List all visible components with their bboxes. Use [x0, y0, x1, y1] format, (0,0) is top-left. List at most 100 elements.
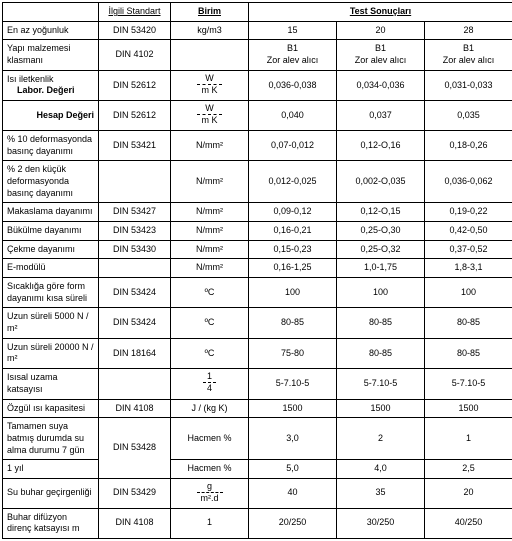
label: Hesap Değeri — [3, 101, 99, 131]
unit: N/mm² — [171, 240, 249, 259]
val-1: 0,040 — [249, 101, 337, 131]
val-1: 3,0 — [249, 418, 337, 460]
val-2: B1Zor alev alıcı — [337, 40, 425, 70]
col-standard: İlgili Standart — [99, 3, 171, 22]
label: Isı iletkenlik Labor. Değeri — [3, 70, 99, 100]
unit: N/mm² — [171, 161, 249, 203]
val-2: 0,12-O,15 — [337, 203, 425, 222]
label: Uzun süreli 5000 N / m² — [3, 308, 99, 338]
label: Sıcaklığa göre form dayanımı kısa süreli — [3, 278, 99, 308]
unit: Hacmen % — [171, 460, 249, 479]
val-3: 2,5 — [425, 460, 512, 479]
val-3: 1 — [425, 418, 512, 460]
label: Makaslama dayanımı — [3, 203, 99, 222]
val-1: 40 — [249, 478, 337, 508]
val-3: 0,18-0,26 — [425, 130, 512, 160]
standard: DIN 53430 — [99, 240, 171, 259]
standard: DIN 4102 — [99, 40, 171, 70]
row-heatshort: Sıcaklığa göre form dayanımı kısa süreli… — [3, 278, 512, 308]
row-vaporperm: Su buhar geçirgenliği DIN 53429 gm².d 40… — [3, 478, 512, 508]
unit — [171, 40, 249, 70]
standard: DIN 52612 — [99, 101, 171, 131]
val-2: 0,034-0,036 — [337, 70, 425, 100]
val-2: 0,25-O,32 — [337, 240, 425, 259]
row-tensile: Çekme dayanımı DIN 53430 N/mm² 0,15-0,23… — [3, 240, 512, 259]
val-1: 0,16-0,21 — [249, 221, 337, 240]
header-row: İlgili Standart Birim Test Sonuçları — [3, 3, 512, 22]
val-1: 0,07-0,012 — [249, 130, 337, 160]
empty-cell — [3, 3, 99, 22]
val-1: 5,0 — [249, 460, 337, 479]
row-specheat: Özgül ısı kapasitesi DIN 4108 J / (kg K)… — [3, 399, 512, 418]
row-diffusion: Buhar difüzyon direnç katsayısı m DIN 41… — [3, 508, 512, 538]
unit: N/mm² — [171, 130, 249, 160]
unit: N/mm² — [171, 259, 249, 278]
val-3: 80-85 — [425, 308, 512, 338]
standard: DIN 4108 — [99, 508, 171, 538]
val-3: 100 — [425, 278, 512, 308]
val-3: 0,19-0,22 — [425, 203, 512, 222]
val-3: 0,035 — [425, 101, 512, 131]
standard: DIN 53421 — [99, 130, 171, 160]
label: Çekme dayanımı — [3, 240, 99, 259]
col-unit: Birim — [171, 3, 249, 22]
val-2: 2 — [337, 418, 425, 460]
standard: DIN 53429 — [99, 478, 171, 508]
label: Yapı malzemesi klasmanı — [3, 40, 99, 70]
col-results: Test Sonuçları — [249, 3, 512, 22]
val-1: 0,036-0,038 — [249, 70, 337, 100]
val-3: 28 — [425, 21, 512, 40]
row-thermal-hesap: Hesap Değeri DIN 52612 Wm K 0,040 0,037 … — [3, 101, 512, 131]
label: En az yoğunluk — [3, 21, 99, 40]
unit: ºC — [171, 338, 249, 368]
label: % 2 den küçük deformasyonda basınç dayan… — [3, 161, 99, 203]
val-2: 0,037 — [337, 101, 425, 131]
standard: DIN 18164 — [99, 338, 171, 368]
val-1: 0,09-0,12 — [249, 203, 337, 222]
val-2: 30/250 — [337, 508, 425, 538]
label: Isısal uzama katsayısı — [3, 369, 99, 399]
row-shear: Makaslama dayanımı DIN 53427 N/mm² 0,09-… — [3, 203, 512, 222]
label: Tamamen suya batmış durumda su alma duru… — [3, 418, 99, 460]
val-1: 0,012-0,025 — [249, 161, 337, 203]
label: Buhar difüzyon direnç katsayısı m — [3, 508, 99, 538]
val-3: B1Zor alev alıcı — [425, 40, 512, 70]
val-3: 20 — [425, 478, 512, 508]
standard: DIN 4108 — [99, 399, 171, 418]
val-3: 1500 — [425, 399, 512, 418]
unit: 14 — [171, 369, 249, 399]
row-long20000: Uzun süreli 20000 N / m² DIN 18164 ºC 75… — [3, 338, 512, 368]
val-2: 1,0-1,75 — [337, 259, 425, 278]
label: % 10 deformasyonda basınç dayanımı — [3, 130, 99, 160]
label: 1 yıl — [3, 460, 99, 479]
standard — [99, 369, 171, 399]
standard: DIN 53427 — [99, 203, 171, 222]
val-1: 1500 — [249, 399, 337, 418]
val-1: 20/250 — [249, 508, 337, 538]
row-thermal-labor: Isı iletkenlik Labor. Değeri DIN 52612 W… — [3, 70, 512, 100]
val-3: 0,42-0,50 — [425, 221, 512, 240]
unit: 1 — [171, 508, 249, 538]
row-fireclass: Yapı malzemesi klasmanı DIN 4102 B1Zor a… — [3, 40, 512, 70]
label: E-modülü — [3, 259, 99, 278]
val-1: 5-7.10-5 — [249, 369, 337, 399]
val-1: B1Zor alev alıcı — [249, 40, 337, 70]
standard: DIN 53424 — [99, 278, 171, 308]
val-2: 0,002-O,035 — [337, 161, 425, 203]
standard — [99, 161, 171, 203]
label: Su buhar geçirgenliği — [3, 478, 99, 508]
row-def2: % 2 den küçük deformasyonda basınç dayan… — [3, 161, 512, 203]
label: Bükülme dayanımı — [3, 221, 99, 240]
standard — [99, 259, 171, 278]
row-water1y: 1 yıl Hacmen % 5,0 4,0 2,5 — [3, 460, 512, 479]
val-2: 0,12-O,16 — [337, 130, 425, 160]
row-def10: % 10 deformasyonda basınç dayanımı DIN 5… — [3, 130, 512, 160]
val-2: 0,25-O,30 — [337, 221, 425, 240]
row-density: En az yoğunluk DIN 53420 kg/m3 15 20 28 — [3, 21, 512, 40]
label: Özgül ısı kapasitesi — [3, 399, 99, 418]
val-2: 35 — [337, 478, 425, 508]
label: Uzun süreli 20000 N / m² — [3, 338, 99, 368]
unit: gm².d — [171, 478, 249, 508]
val-2: 80-85 — [337, 338, 425, 368]
unit: N/mm² — [171, 221, 249, 240]
